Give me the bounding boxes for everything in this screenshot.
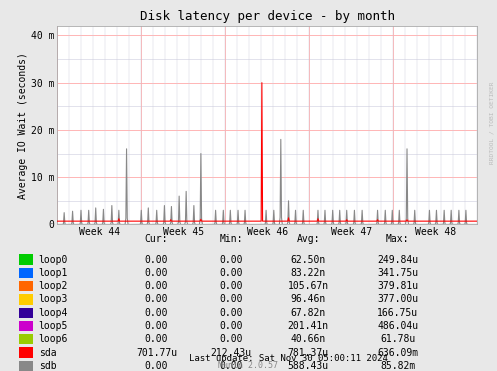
Text: 40.66n: 40.66n [291,334,326,344]
Text: 781.37u: 781.37u [288,348,329,358]
Text: 0.00: 0.00 [145,334,168,344]
FancyBboxPatch shape [19,321,33,331]
FancyBboxPatch shape [19,281,33,291]
FancyBboxPatch shape [19,255,33,265]
Text: loop5: loop5 [39,321,68,331]
Text: 249.84u: 249.84u [377,255,418,265]
Text: 486.04u: 486.04u [377,321,418,331]
Text: 0.00: 0.00 [219,281,243,291]
Text: 0.00: 0.00 [219,308,243,318]
Y-axis label: Average IO Wait (seconds): Average IO Wait (seconds) [18,52,28,198]
Text: 636.09m: 636.09m [377,348,418,358]
Text: loop6: loop6 [39,334,68,344]
Text: 341.75u: 341.75u [377,268,418,278]
FancyBboxPatch shape [19,308,33,318]
Text: 588.43u: 588.43u [288,361,329,371]
Text: 379.81u: 379.81u [377,281,418,291]
Text: loop0: loop0 [39,255,68,265]
Text: loop2: loop2 [39,281,68,291]
Text: 0.00: 0.00 [219,255,243,265]
Text: Cur:: Cur: [145,234,168,244]
Text: 0.00: 0.00 [145,255,168,265]
Text: Avg:: Avg: [296,234,320,244]
Text: 0.00: 0.00 [219,268,243,278]
Text: sdb: sdb [39,361,56,371]
Text: sda: sda [39,348,56,358]
Text: loop1: loop1 [39,268,68,278]
FancyBboxPatch shape [19,347,33,358]
Text: 212.43u: 212.43u [211,348,251,358]
Text: 0.00: 0.00 [145,295,168,305]
Text: 0.00: 0.00 [145,268,168,278]
Text: 0.00: 0.00 [219,295,243,305]
FancyBboxPatch shape [19,268,33,278]
Text: 0.00: 0.00 [145,308,168,318]
Text: 701.77u: 701.77u [136,348,177,358]
Text: Min:: Min: [219,234,243,244]
Text: Munin 2.0.57: Munin 2.0.57 [219,361,278,370]
Text: 96.46n: 96.46n [291,295,326,305]
Text: 105.67n: 105.67n [288,281,329,291]
Text: 61.78u: 61.78u [380,334,415,344]
Text: 201.41n: 201.41n [288,321,329,331]
Text: loop3: loop3 [39,295,68,305]
Text: Last update: Sat Nov 30 05:00:11 2024: Last update: Sat Nov 30 05:00:11 2024 [189,354,388,363]
Text: 0.00: 0.00 [145,361,168,371]
Text: 377.00u: 377.00u [377,295,418,305]
Text: 85.82m: 85.82m [380,361,415,371]
Title: Disk latency per device - by month: Disk latency per device - by month [140,10,395,23]
Text: 0.00: 0.00 [145,281,168,291]
FancyBboxPatch shape [19,294,33,305]
Text: 166.75u: 166.75u [377,308,418,318]
Text: RRDTOOL / TOBI OETIKER: RRDTOOL / TOBI OETIKER [490,81,495,164]
FancyBboxPatch shape [19,334,33,344]
Text: Max:: Max: [386,234,410,244]
Text: loop4: loop4 [39,308,68,318]
Text: 67.82n: 67.82n [291,308,326,318]
FancyBboxPatch shape [19,361,33,371]
Text: 0.00: 0.00 [145,321,168,331]
Text: 0.00: 0.00 [219,321,243,331]
Text: 62.50n: 62.50n [291,255,326,265]
Text: 83.22n: 83.22n [291,268,326,278]
Text: 0.00: 0.00 [219,334,243,344]
Text: 0.00: 0.00 [219,361,243,371]
